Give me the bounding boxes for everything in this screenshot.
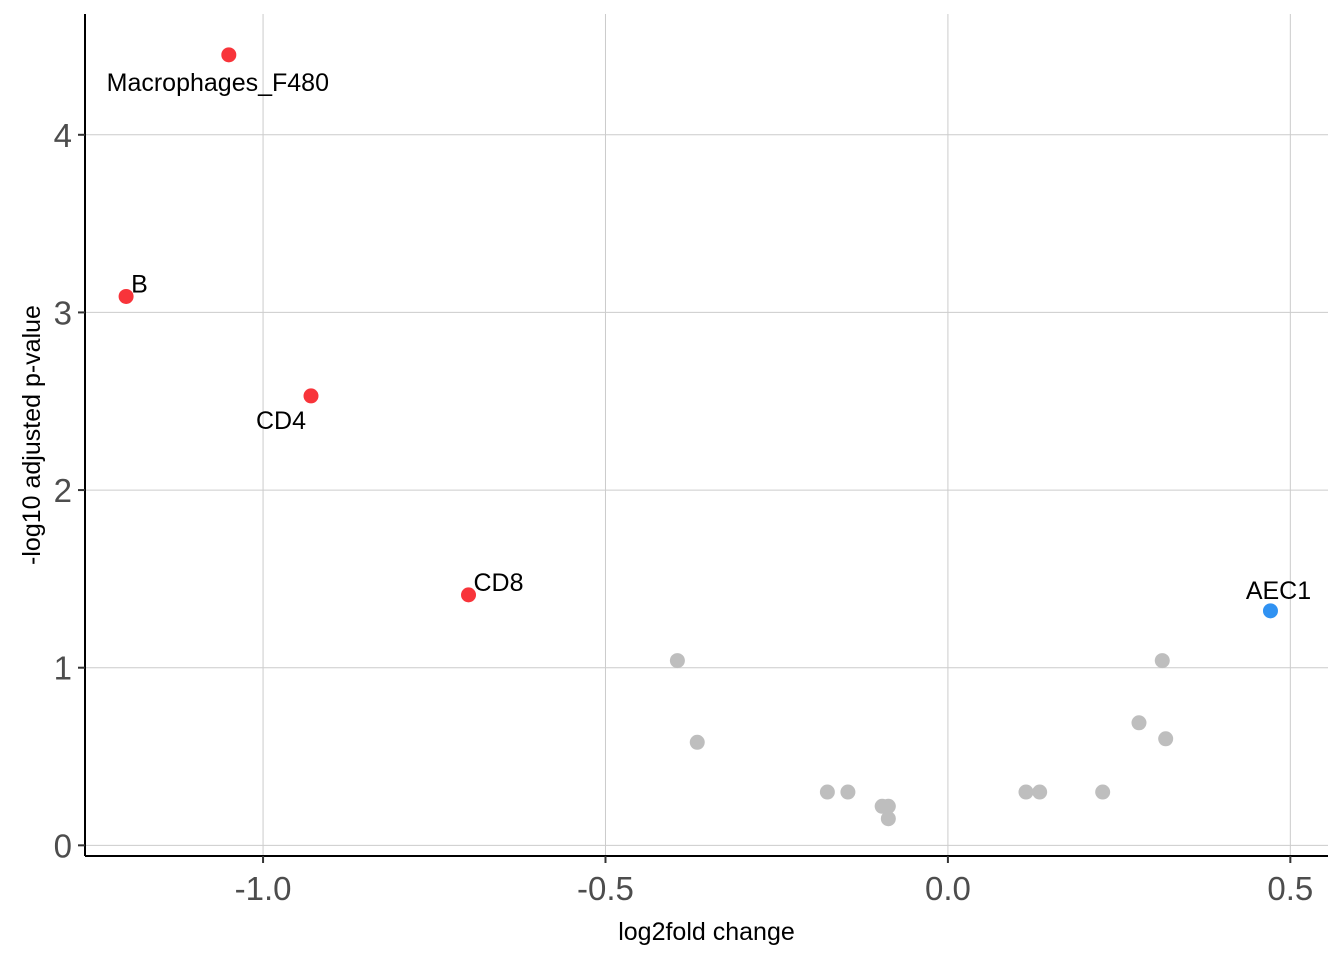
data-point <box>461 587 477 603</box>
x-tick-label: -1.0 <box>235 870 292 907</box>
data-point <box>1131 715 1147 731</box>
data-point <box>1158 731 1174 747</box>
y-tick-label: 4 <box>54 117 72 154</box>
point-label: AEC1 <box>1246 577 1311 605</box>
data-points <box>118 47 1278 827</box>
point-labels: Macrophages_F480 B CD4 CD8 AEC1 <box>107 69 1311 605</box>
y-axis-title: -log10 adjusted p-value <box>18 305 46 565</box>
data-point <box>1032 784 1048 800</box>
data-point <box>689 734 705 750</box>
horizontal-grid-lines <box>85 134 1328 846</box>
point-label: Macrophages_F480 <box>107 69 329 97</box>
x-tick-label: 0.0 <box>925 870 971 907</box>
point-label: CD4 <box>256 407 306 435</box>
point-label: B <box>131 270 148 298</box>
data-point <box>669 653 685 669</box>
x-tick-label: -0.5 <box>577 870 634 907</box>
point-label: CD8 <box>474 569 524 597</box>
data-point <box>880 798 896 814</box>
data-point <box>1095 784 1111 800</box>
y-tick-label: 0 <box>54 827 72 864</box>
data-point <box>819 784 835 800</box>
y-tick-label: 1 <box>54 650 72 687</box>
x-axis-title: log2fold change <box>618 918 795 946</box>
data-point <box>303 388 319 404</box>
data-point <box>1262 603 1278 619</box>
vertical-grid-lines <box>262 14 1291 856</box>
data-point <box>221 47 237 63</box>
x-tick-label: 0.5 <box>1267 870 1313 907</box>
y-tick-label: 3 <box>54 294 72 331</box>
data-point <box>118 288 134 304</box>
y-tick-label: 2 <box>54 472 72 509</box>
x-axis-ticks: -1.0 -0.5 0.0 0.5 <box>235 856 1313 907</box>
data-point <box>1154 653 1170 669</box>
data-point <box>840 784 856 800</box>
data-point <box>880 811 896 827</box>
y-axis-ticks: 0 1 2 3 4 <box>54 117 85 864</box>
data-point <box>1018 784 1034 800</box>
